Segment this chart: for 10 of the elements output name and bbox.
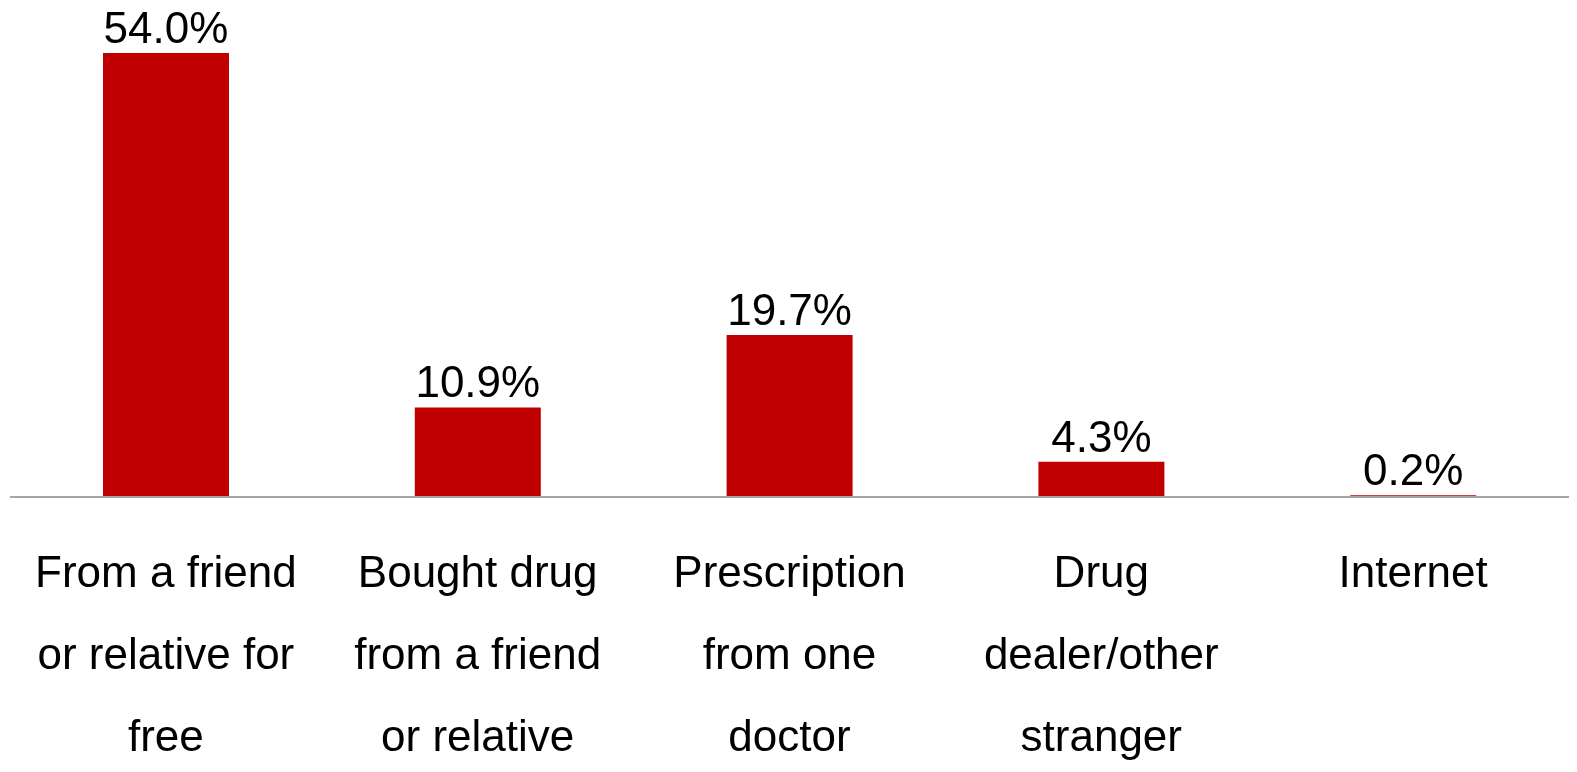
data-label: 0.2% [1363,445,1464,495]
x-tick-label: From a friend or relative for free [35,547,297,760]
x-tick-label: Internet [1338,547,1488,596]
x-tick-label: Drug dealer/other stranger [983,547,1219,760]
data-label: 4.3% [1051,411,1152,461]
data-label: 54.0% [103,3,229,52]
data-label: 10.9% [415,357,541,407]
x-tick-label: Bought drug from a friend or relative [354,547,602,760]
data-label: 19.7% [727,285,852,335]
x-tick-label: Prescription from one doctor [673,547,906,760]
